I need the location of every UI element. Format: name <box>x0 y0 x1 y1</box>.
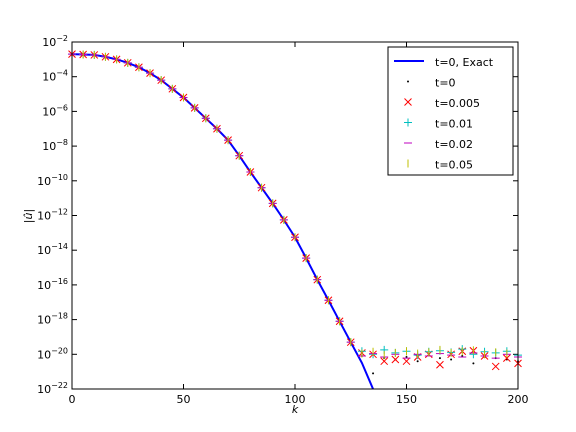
legend-label: t=0, Exact <box>435 56 494 69</box>
marker <box>391 355 400 364</box>
y-tick-label: 10−16 <box>37 277 68 292</box>
marker <box>402 357 411 366</box>
y-tick-label: 10−20 <box>37 346 68 361</box>
marker <box>416 360 419 363</box>
y-tick-label: 10−8 <box>42 138 68 153</box>
y-tick-label: 10−18 <box>37 312 68 327</box>
exact-line <box>72 53 374 389</box>
marker <box>461 354 464 357</box>
x-axis-label: k <box>292 403 299 416</box>
legend-label: t=0.02 <box>435 138 473 151</box>
marker <box>436 360 444 369</box>
y-tick-label: 10−10 <box>37 173 68 188</box>
y-tick-label: 10−2 <box>42 34 68 49</box>
x-tick-label: 0 <box>69 393 76 406</box>
marker <box>380 357 389 366</box>
marker <box>472 362 475 365</box>
plot-frame <box>71 41 519 390</box>
y-tick-label: 10−6 <box>42 103 68 118</box>
legend-label: t=0 <box>435 77 456 90</box>
x-tick-label: 200 <box>508 393 529 406</box>
legend-swatch <box>407 80 409 83</box>
marker <box>491 362 500 371</box>
x-tick-label: 50 <box>177 393 191 406</box>
y-tick-label: 10−12 <box>37 208 68 223</box>
y-axis-label: |û| <box>22 209 35 223</box>
y-tick-label: 10−14 <box>37 242 68 257</box>
legend-label: t=0.05 <box>435 159 473 172</box>
legend-box <box>387 46 514 176</box>
marker <box>450 358 453 361</box>
legend-label: t=0.01 <box>435 118 473 131</box>
legend-swatch <box>404 98 412 106</box>
y-tick-label: 10−4 <box>42 69 68 84</box>
y-tick-label: 10−22 <box>37 381 68 396</box>
x-tick-label: 150 <box>396 393 417 406</box>
marker <box>438 357 441 360</box>
x-tick-label: 100 <box>285 393 306 406</box>
legend-swatch <box>404 118 412 127</box>
marker <box>405 355 408 358</box>
marker <box>372 372 375 375</box>
legend-label: t=0.005 <box>435 97 480 110</box>
marker <box>502 354 511 363</box>
